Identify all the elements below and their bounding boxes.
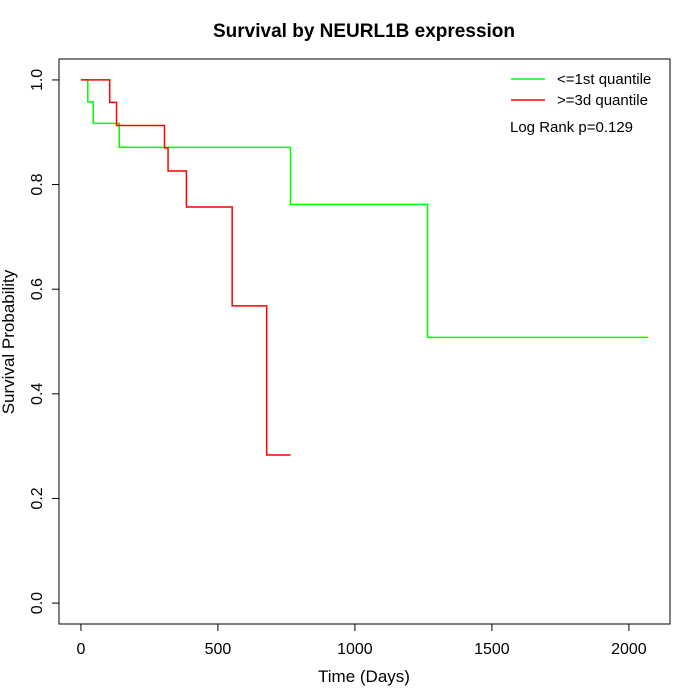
series-line-1 bbox=[80, 79, 649, 339]
y-axis-label: Survival Probability bbox=[0, 269, 18, 414]
x-tick-label: 1000 bbox=[337, 641, 373, 658]
y-axis: 0.0 0.2 0.4 0.6 0.8 1.0 bbox=[29, 69, 60, 614]
legend: <=1st quantile >=3d quantile bbox=[511, 71, 651, 109]
x-axis: 0 500 1000 1500 2000 bbox=[76, 623, 647, 658]
chart-title: Survival by NEURL1B expression bbox=[213, 21, 515, 42]
x-tick-label: 1500 bbox=[474, 641, 510, 658]
y-tick-label: 1.0 bbox=[29, 69, 46, 91]
x-tick-label: 500 bbox=[205, 641, 232, 658]
y-tick-label: 0.2 bbox=[29, 487, 46, 509]
y-tick-label: 0.4 bbox=[29, 383, 46, 405]
x-tick-label: 2000 bbox=[611, 641, 647, 658]
y-tick-label: 0.8 bbox=[29, 173, 46, 195]
x-axis-label: Time (Days) bbox=[318, 667, 410, 686]
y-tick-label: 0.6 bbox=[29, 278, 46, 300]
x-tick-label: 0 bbox=[76, 641, 85, 658]
log-rank-annotation: Log Rank p=0.129 bbox=[510, 119, 633, 136]
legend-label: <=1st quantile bbox=[557, 71, 651, 88]
y-tick-label: 0.0 bbox=[29, 592, 46, 614]
legend-label: >=3d quantile bbox=[557, 92, 648, 109]
survival-curves bbox=[80, 79, 649, 456]
series-line-2 bbox=[80, 79, 291, 456]
